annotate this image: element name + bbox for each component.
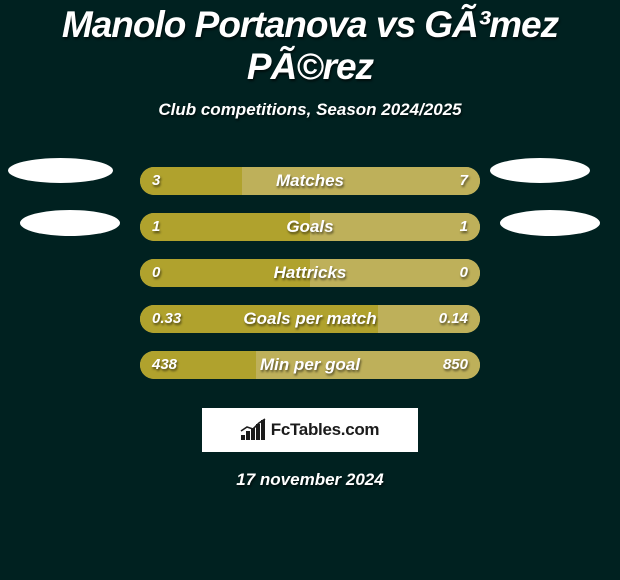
stat-bar-player-b	[310, 259, 480, 287]
stat-bar-track	[140, 305, 480, 333]
stat-row: Goals per match0.330.14	[0, 296, 620, 342]
logo-chart-icon	[241, 420, 265, 440]
stat-bar-player-a	[140, 305, 378, 333]
stat-bar-track	[140, 351, 480, 379]
fctables-logo: FcTables.com	[202, 408, 418, 452]
stat-bar-track	[140, 167, 480, 195]
page-subtitle: Club competitions, Season 2024/2025	[0, 100, 620, 120]
logo-bar-icon	[261, 420, 265, 440]
logo-bar-icon	[246, 431, 250, 440]
stat-bar-player-a	[140, 213, 310, 241]
stat-row: Hattricks00	[0, 250, 620, 296]
stat-row: Matches37	[0, 158, 620, 204]
stat-bar-track	[140, 213, 480, 241]
date-label: 17 november 2024	[0, 470, 620, 490]
stat-bar-player-b	[242, 167, 480, 195]
logo-text: FcTables.com	[271, 420, 380, 440]
stat-bar-player-b	[310, 213, 480, 241]
logo-bar-icon	[241, 435, 245, 440]
page-title: Manolo Portanova vs GÃ³mez PÃ©rez	[0, 0, 620, 88]
logo-bar-icon	[251, 428, 255, 440]
stat-bar-player-a	[140, 351, 256, 379]
stat-row: Goals11	[0, 204, 620, 250]
logo-bar-icon	[256, 424, 260, 440]
stats-area: Matches37Goals11Hattricks00Goals per mat…	[0, 158, 620, 388]
stat-bar-player-a	[140, 167, 242, 195]
stat-bar-player-b	[378, 305, 480, 333]
stat-bar-track	[140, 259, 480, 287]
stat-row: Min per goal438850	[0, 342, 620, 388]
stat-bar-player-a	[140, 259, 310, 287]
stat-bar-player-b	[256, 351, 480, 379]
